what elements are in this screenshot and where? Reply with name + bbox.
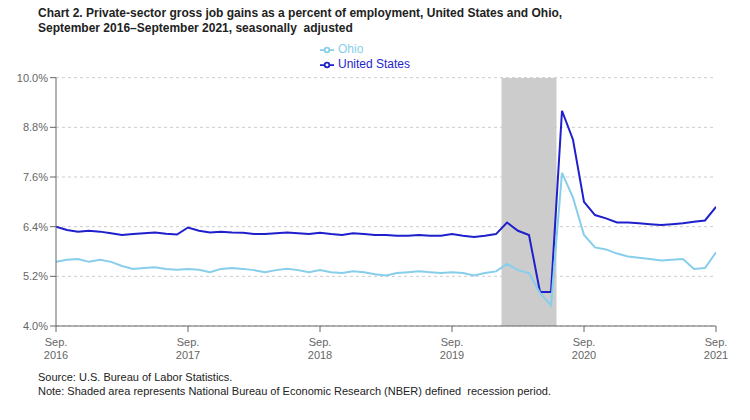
svg-text:Sep.2017: Sep.2017 <box>176 336 200 361</box>
svg-text:5.2%: 5.2% <box>23 270 48 282</box>
html-text:September 2016–September 2021,: September 2016–September 2021, seasonall… <box>38 21 353 35</box>
svg-text:6.4%: 6.4% <box>23 221 48 233</box>
html-text:Note: Shaded area represents N: Note: Shaded area represents National Bu… <box>38 385 551 397</box>
html-text:Ohio: Ohio <box>338 42 364 56</box>
svg-text:Sep.2016: Sep.2016 <box>44 336 68 361</box>
svg-text:Sep.2019: Sep.2019 <box>440 336 464 361</box>
html-text:Source: U.S. Bureau of Labor S: Source: U.S. Bureau of Labor Statistics. <box>38 371 233 383</box>
html-text:Chart 2. Private-sector gross: Chart 2. Private-sector gross job gains … <box>38 6 563 20</box>
svg-text:7.6%: 7.6% <box>23 171 48 183</box>
svg-text:Sep.2018: Sep.2018 <box>308 336 332 361</box>
svg-text:Sep.2021: Sep.2021 <box>704 336 728 361</box>
svg-text:4.0%: 4.0% <box>23 320 48 332</box>
svg-text:10.0%: 10.0% <box>17 72 48 84</box>
svg-text:8.8%: 8.8% <box>23 121 48 133</box>
html-text:United States: United States <box>338 56 410 71</box>
svg-text:Sep.2020: Sep.2020 <box>572 336 596 361</box>
